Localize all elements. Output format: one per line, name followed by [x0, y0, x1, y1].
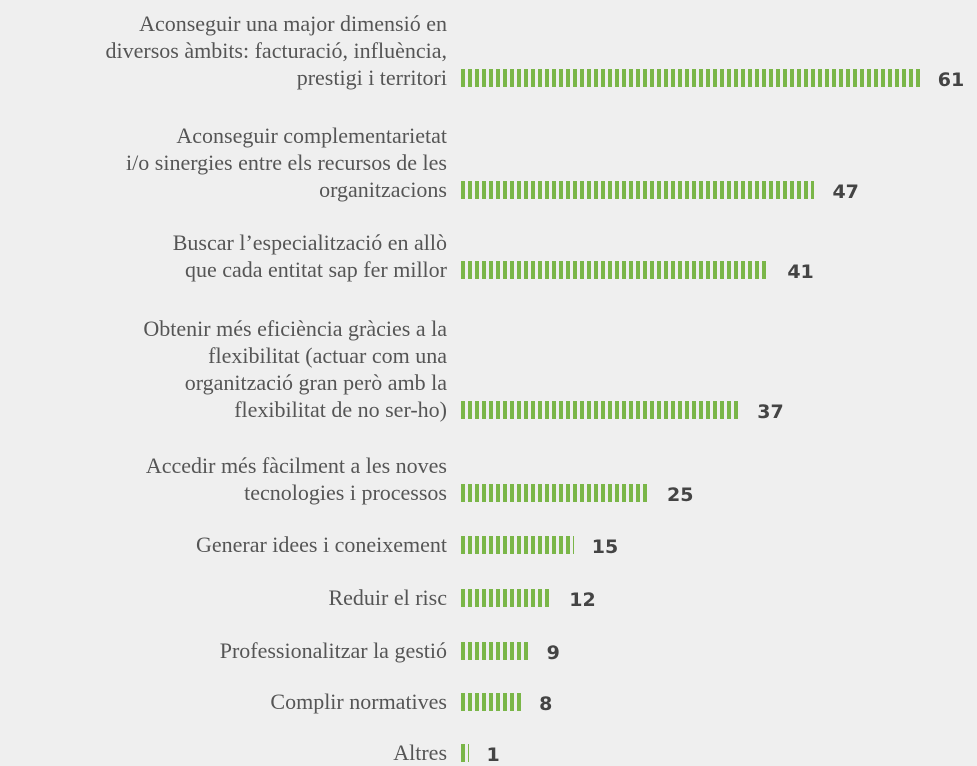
value-label: 61: [937, 69, 965, 91]
value-label: 25: [667, 484, 694, 506]
bar: [461, 642, 529, 660]
category-label: Buscar l’especialització en allò que cad…: [172, 230, 447, 282]
bar: [461, 744, 469, 762]
category-label: Obtenir més eficiència gràcies a la flex…: [143, 316, 447, 422]
category-label: Professionalitzar la gestió: [219, 638, 447, 663]
category-label: Accedir més fàcilment a les noves tecnol…: [145, 453, 447, 505]
category-label: Aconseguir complementarietat i/o sinergi…: [126, 123, 447, 202]
bar: [461, 484, 649, 502]
value-label: 8: [539, 693, 553, 715]
bar: [461, 536, 574, 554]
value-label: 1: [486, 744, 500, 766]
value-label: 47: [832, 181, 859, 203]
bar: [461, 589, 552, 607]
category-label: Aconseguir una major dimensió en diverso…: [105, 11, 448, 90]
value-label: 41: [787, 261, 814, 283]
category-label: Reduir el risc: [328, 585, 447, 610]
value-label: 37: [757, 401, 784, 423]
value-label: 15: [591, 536, 619, 558]
value-label: 12: [569, 589, 596, 611]
bar: [461, 693, 522, 711]
value-label: 9: [546, 642, 560, 664]
category-label: Complir normatives: [270, 689, 447, 714]
bar: [461, 181, 815, 199]
bar: [461, 69, 920, 87]
category-label: Altres: [393, 740, 447, 765]
category-label: Generar idees i coneixement: [195, 532, 447, 557]
bar: [461, 401, 740, 419]
bar: [461, 261, 770, 279]
